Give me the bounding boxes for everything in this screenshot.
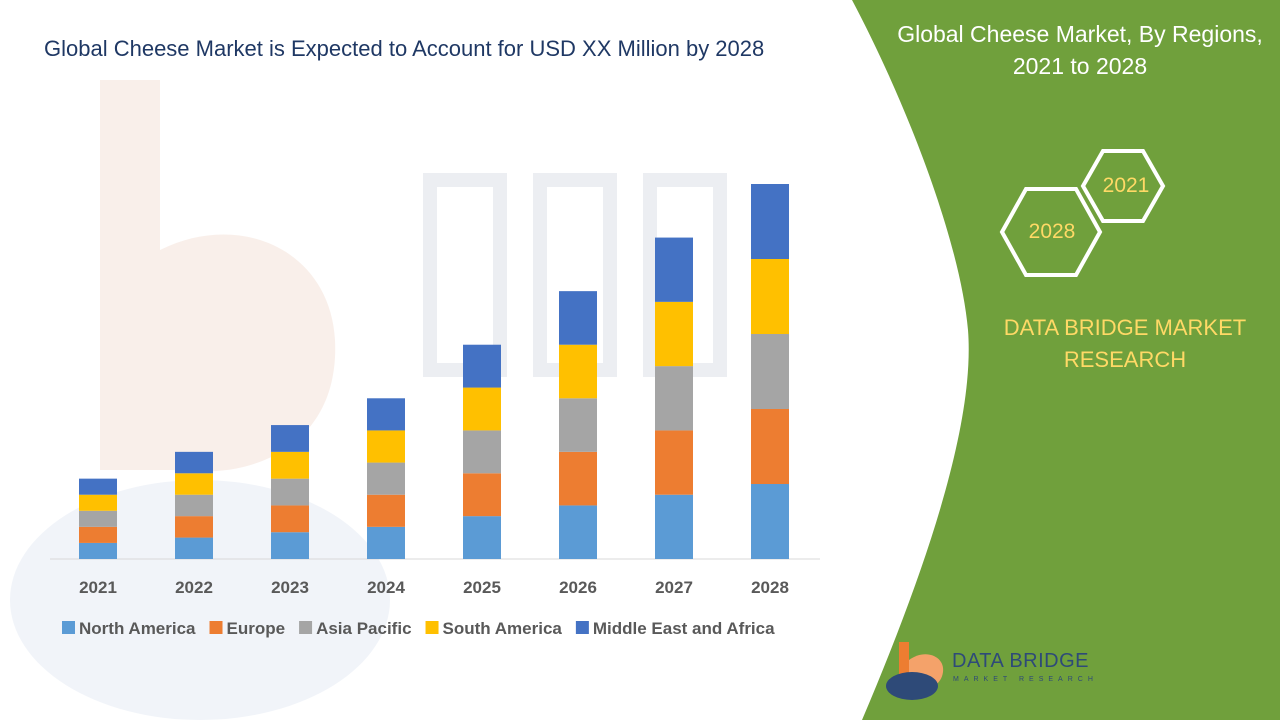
x-tick-label: 2028 — [751, 578, 789, 597]
bar-2024-series-1 — [367, 494, 405, 527]
bar-2023-series-3 — [271, 451, 309, 479]
x-tick-label: 2026 — [559, 578, 597, 597]
panel-title-line2: 2021 to 2028 — [1012, 53, 1148, 79]
bar-2025-series-0 — [463, 516, 501, 559]
bar-2025-series-1 — [463, 473, 501, 517]
legend-label-4: Middle East and Africa — [593, 619, 775, 638]
bar-2026-series-0 — [559, 505, 597, 559]
x-tick-label: 2027 — [655, 578, 693, 597]
stacked-bar-chart: 2021 2022 2023 2024 2025 2026 2027 2028 North A… — [50, 184, 820, 638]
brand-name-line1: DATA BRIDGE MARKET — [1003, 315, 1247, 340]
legend-swatch-0 — [62, 621, 75, 634]
bar-2027-series-0 — [655, 494, 693, 559]
bar-2023-series-1 — [271, 505, 309, 533]
legend-label-2: Asia Pacific — [316, 619, 411, 638]
hexagon-2021 — [1080, 149, 1166, 223]
bar-2025-series-4 — [463, 344, 501, 388]
bar-2028-series-4 — [751, 184, 789, 259]
bar-2028-series-0 — [751, 484, 789, 559]
legend: North America Europe Asia Pacific South Ame… — [62, 619, 775, 638]
bar-2025-series-2 — [463, 430, 501, 474]
green-panel-shape — [852, 0, 1280, 720]
bar-2021-series-1 — [79, 526, 117, 543]
legend-swatch-2 — [299, 621, 313, 634]
bar-2026-series-3 — [559, 344, 597, 399]
hex-label-2028: 2028 — [1028, 220, 1076, 243]
legend-label-1: Europe — [227, 619, 286, 638]
bar-2026-series-2 — [559, 398, 597, 452]
bar-2023-series-2 — [271, 478, 309, 506]
bar-2026-series-4 — [559, 291, 597, 345]
bar-2025-series-3 — [463, 387, 501, 431]
bar-2024-series-2 — [367, 462, 405, 495]
x-tick-labels: 2021 2022 2023 2024 2025 2026 2027 2028 — [79, 578, 789, 597]
bar-2022-series-1 — [175, 516, 213, 538]
x-tick-label: 2021 — [79, 578, 117, 597]
bar-2021-series-4 — [79, 478, 117, 495]
bar-2027-series-1 — [655, 430, 693, 495]
hexagon-2028 — [999, 187, 1103, 277]
bar-2022-series-0 — [175, 537, 213, 559]
legend-label-3: South America — [443, 619, 563, 638]
panel-title-line1: Global Cheese Market, By Regions, — [897, 21, 1263, 47]
chart-title: Global Cheese Market is Expected to Acco… — [44, 36, 765, 61]
bars-group — [79, 184, 789, 559]
bar-2021-series-2 — [79, 510, 117, 527]
bar-2022-series-3 — [175, 473, 213, 495]
bar-2026-series-1 — [559, 451, 597, 506]
brand-name: DATA BRIDGE MARKET RESEARCH — [990, 312, 1260, 376]
bar-2024-series-4 — [367, 398, 405, 431]
bar-2022-series-2 — [175, 494, 213, 517]
bar-2028-series-2 — [751, 334, 789, 409]
bar-2028-series-3 — [751, 259, 789, 334]
bar-2028-series-1 — [751, 409, 789, 484]
bar-2023-series-4 — [271, 425, 309, 452]
bar-2022-series-4 — [175, 451, 213, 474]
data-bridge-logo-icon — [886, 642, 944, 700]
logo-subtitle: MARKET RESEARCH — [953, 676, 1098, 683]
x-tick-label: 2023 — [271, 578, 309, 597]
bar-2027-series-2 — [655, 366, 693, 431]
bar-2027-series-4 — [655, 237, 693, 302]
legend-swatch-4 — [575, 621, 589, 634]
panel-title: Global Cheese Market, By Regions, 2021 t… — [880, 18, 1280, 82]
x-tick-label: 2022 — [175, 578, 213, 597]
bar-2023-series-0 — [271, 532, 309, 559]
x-tick-label: 2025 — [463, 578, 501, 597]
logo-name: DATA BRIDGE — [952, 650, 1090, 672]
bar-2021-series-0 — [79, 542, 117, 559]
hex-label-2021: 2021 — [1102, 174, 1150, 197]
bar-2024-series-0 — [367, 526, 405, 559]
legend-label-0: North America — [79, 619, 196, 638]
bar-2027-series-3 — [655, 301, 693, 367]
bar-2024-series-3 — [367, 430, 405, 463]
legend-swatch-3 — [425, 621, 439, 634]
bar-2021-series-3 — [79, 494, 117, 511]
brand-name-line2: RESEARCH — [1063, 347, 1187, 372]
legend-swatch-1 — [209, 621, 223, 634]
x-tick-label: 2024 — [367, 578, 405, 597]
